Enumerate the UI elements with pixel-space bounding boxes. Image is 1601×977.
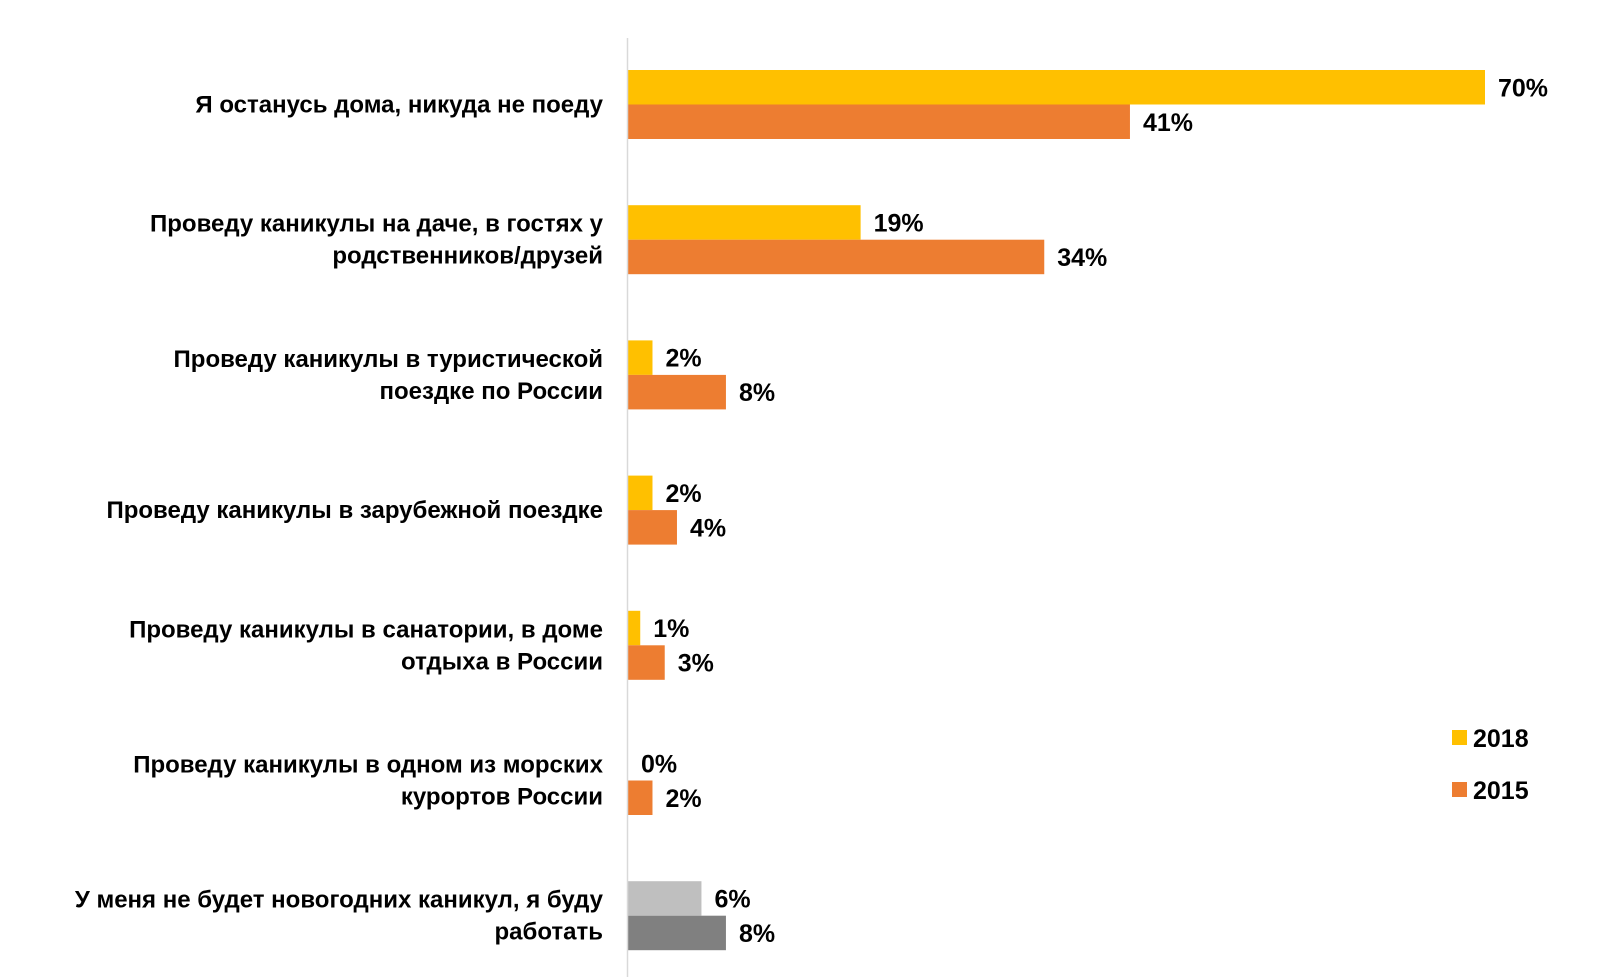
data-label-2015: 41% bbox=[1143, 109, 1193, 137]
data-label-2018: 2% bbox=[665, 345, 701, 373]
category-label-line: курортов России bbox=[401, 784, 603, 811]
data-label-2015: 8% bbox=[739, 920, 775, 948]
legend-label-2015: 2015 bbox=[1473, 777, 1529, 805]
category-label: Я останусь дома, никуда не поеду bbox=[195, 92, 603, 119]
data-label-2018: 70% bbox=[1498, 74, 1548, 102]
data-label-2015: 3% bbox=[678, 650, 714, 678]
labels-layer: Я останусь дома, никуда не поеду 70% 41% Пр… bbox=[75, 74, 1548, 948]
bar-2015 bbox=[628, 780, 653, 815]
category-label-line: отдыха в России bbox=[401, 648, 603, 675]
bar-2015 bbox=[628, 239, 1045, 275]
category-label-line: Проведу каникулы в санатории, в доме bbox=[129, 616, 603, 643]
category-label: Проведу каникулы в туристической поездке … bbox=[174, 346, 603, 405]
bar-2015 bbox=[628, 915, 726, 951]
bar-2015 bbox=[628, 374, 726, 410]
data-label-2018: 1% bbox=[653, 615, 689, 643]
bar-2015 bbox=[628, 645, 665, 680]
category-label-line: Проведу каникулы на даче, в гостях у bbox=[150, 211, 604, 238]
category-label-line: Проведу каникулы в одном из морских bbox=[133, 752, 603, 779]
category-label: Проведу каникулы в одном из морских курор… bbox=[133, 752, 603, 811]
bar-2015 bbox=[628, 510, 677, 545]
category-label-line: Проведу каникулы в туристической bbox=[174, 346, 603, 373]
data-label-2015: 34% bbox=[1057, 244, 1107, 272]
bar-2018 bbox=[628, 340, 653, 375]
category-label-line: Проведу каникулы в зарубежной поездке bbox=[106, 497, 603, 524]
legend-swatch-2015 bbox=[1452, 782, 1467, 797]
category-label: У меня не будет новогодних каникул, я бу… bbox=[75, 887, 604, 946]
data-label-2018: 6% bbox=[714, 885, 750, 913]
category-label-line: родственников/друзей bbox=[332, 243, 603, 270]
category-label-line: Я останусь дома, никуда не поеду bbox=[195, 92, 603, 119]
data-label-2015: 8% bbox=[739, 379, 775, 407]
bar-2018 bbox=[628, 475, 653, 511]
bars-layer bbox=[628, 70, 1485, 951]
data-label-2018: 2% bbox=[665, 480, 701, 508]
bar-2018 bbox=[628, 205, 861, 240]
bar-2015 bbox=[628, 104, 1130, 139]
legend-label-2018: 2018 bbox=[1473, 725, 1529, 753]
category-label: Проведу каникулы в санатории, в доме отды… bbox=[129, 616, 603, 675]
bar-2018 bbox=[628, 881, 702, 916]
bar-2018 bbox=[628, 70, 1485, 105]
category-label-line: поездке по России bbox=[380, 378, 603, 405]
data-label-2015: 4% bbox=[690, 514, 726, 542]
legend-swatch-2018 bbox=[1452, 730, 1467, 745]
legend: 2018 2015 bbox=[1452, 725, 1529, 805]
category-label-line: У меня не будет новогодних каникул, я бу… bbox=[75, 887, 604, 914]
category-label-line: работать bbox=[494, 919, 603, 946]
category-label: Проведу каникулы на даче, в гостях у родс… bbox=[150, 211, 604, 270]
data-label-2018: 19% bbox=[874, 209, 924, 237]
data-label-2018: 0% bbox=[641, 750, 677, 778]
bar-2018 bbox=[628, 610, 641, 646]
data-label-2015: 2% bbox=[665, 785, 701, 813]
category-label: Проведу каникулы в зарубежной поездке bbox=[106, 497, 603, 524]
